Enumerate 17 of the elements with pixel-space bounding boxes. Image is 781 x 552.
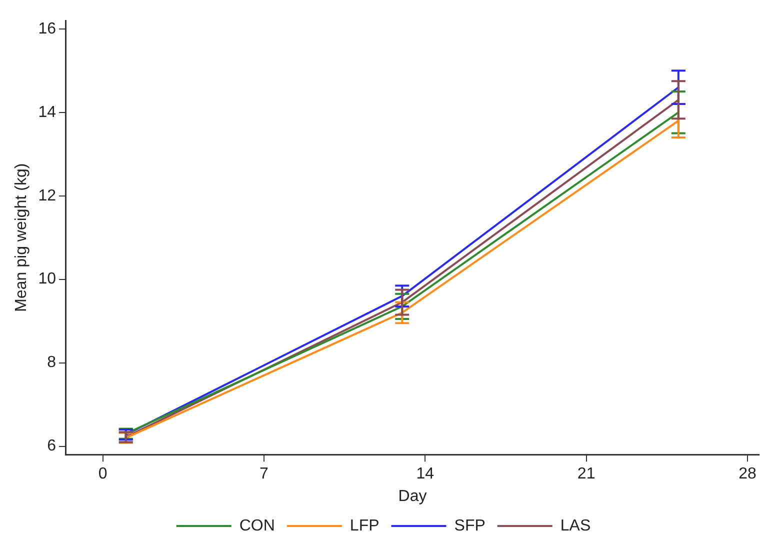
y-tick-label: 12 xyxy=(38,187,56,204)
y-axis-title: Mean pig weight (kg) xyxy=(13,163,30,312)
legend-label: LAS xyxy=(560,517,591,534)
x-tick-label: 21 xyxy=(577,466,596,483)
x-tick-label: 14 xyxy=(416,466,434,483)
y-tick-label: 10 xyxy=(38,270,56,288)
y-tick-label: 16 xyxy=(38,20,56,38)
x-tick-label: 28 xyxy=(738,466,756,483)
legend-label: SFP xyxy=(454,517,486,534)
y-tick-label: 6 xyxy=(47,438,56,455)
x-tick-label: 7 xyxy=(260,466,269,483)
y-tick-label: 8 xyxy=(47,354,56,372)
y-tick-label: 14 xyxy=(38,104,56,121)
legend-label: CON xyxy=(239,517,275,534)
legend-label: LFP xyxy=(350,517,380,534)
x-axis-title: Day xyxy=(398,488,427,505)
x-tick-label: 0 xyxy=(98,466,108,483)
